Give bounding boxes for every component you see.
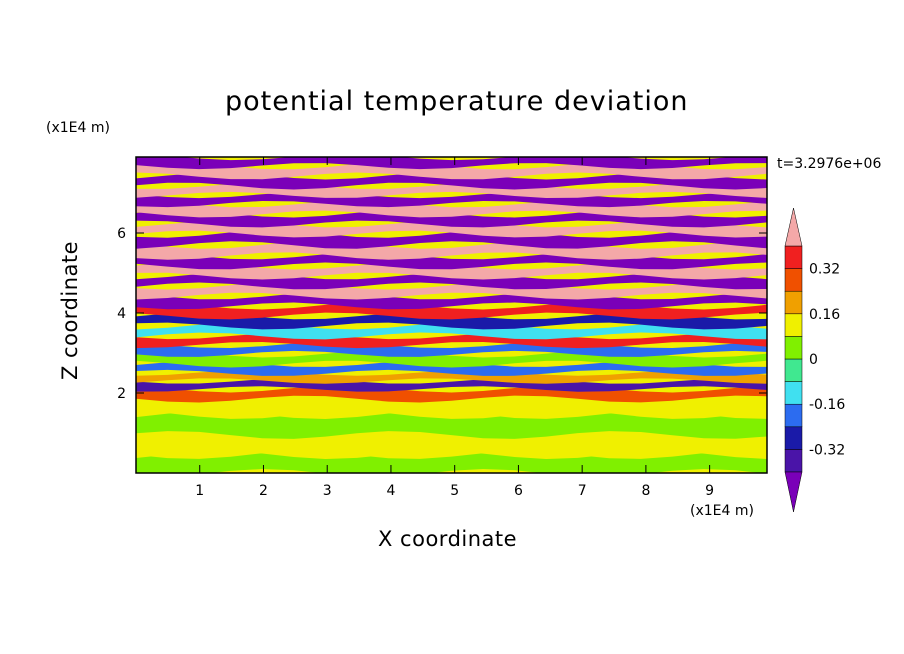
contour-band [136,360,767,376]
colorbar-swatch [784,313,803,337]
colorbar-swatch [784,245,803,269]
x-tick-label: 4 [386,483,395,499]
colorbar-swatch [784,358,803,382]
contour-band [136,312,767,330]
contour-band [136,172,767,190]
x-tick-label: 5 [450,483,459,499]
colorbar-swatch [784,449,803,473]
colorbar-swatch [784,381,803,405]
contour-band [136,241,767,260]
contour-band [136,262,767,280]
colorbar-label: -0.16 [809,397,845,413]
x-tick-label: 9 [705,483,714,499]
x-tick-label: 2 [259,483,268,499]
colorbar-swatch [784,403,803,428]
colorbar-label: 0.32 [809,262,840,278]
y-tick-label: 4 [117,306,126,322]
colorbar-swatch [784,426,803,450]
contour-band [136,220,767,238]
y-tick-label: 2 [117,386,126,402]
colorbar-swatch [784,336,803,360]
colorbar-swatch [784,268,803,292]
x-tick-label: 7 [578,483,587,499]
colorbar-swatch [784,290,803,315]
x-tick-label: 1 [195,483,204,499]
x-tick-label: 6 [514,483,523,499]
colorbar-label: 0.16 [809,307,840,323]
colorbar-max-arrow [784,207,803,247]
colorbar-label: 0 [809,352,818,368]
x-axis-unit: (x1E4 m) [690,503,754,519]
contour-band [136,411,767,439]
contour-band [136,157,767,170]
plot-frame [135,156,768,474]
y-axis-unit: (x1E4 m) [46,120,110,136]
x-axis-label: X coordinate [378,527,518,551]
colorbar-min-arrow [784,471,803,513]
colorbar-label: -0.32 [809,442,845,458]
x-tick-label: 3 [323,483,332,499]
y-tick-label: 6 [117,226,126,242]
time-annotation: t=3.2976e+06 [777,156,882,172]
contour-band [136,292,767,310]
x-tick-label: 8 [641,483,650,499]
